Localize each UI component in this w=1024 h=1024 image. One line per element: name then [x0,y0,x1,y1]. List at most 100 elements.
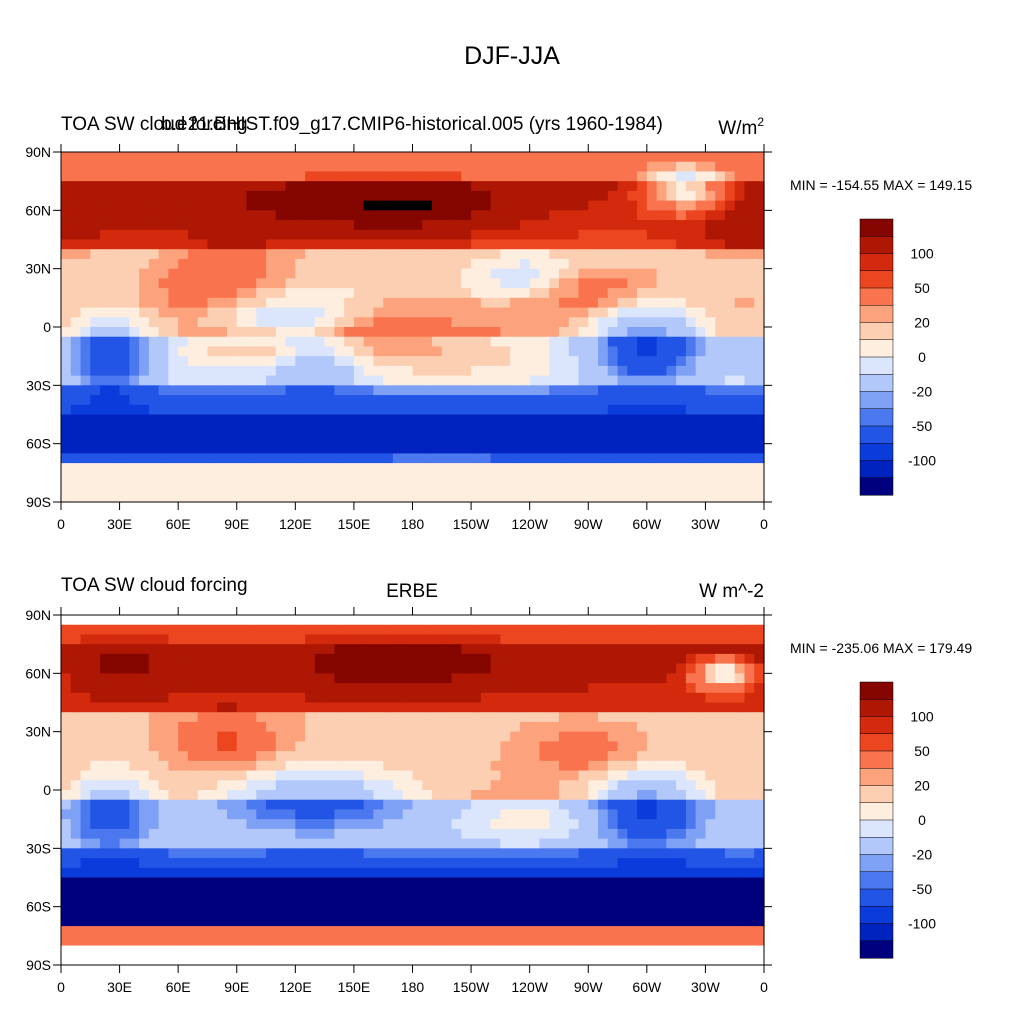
map-cell [305,307,316,318]
map-cell [139,906,150,917]
map-cell [676,663,687,674]
map-cell [754,385,765,396]
map-cell [656,327,667,338]
map-cell [353,877,365,888]
map-cell [510,443,521,454]
map-cell [637,472,648,484]
map-cell [734,721,746,733]
map-cell [256,210,267,221]
map-cell [207,838,218,849]
map-cell [734,152,746,163]
map-cell [305,375,316,386]
map-cell [451,443,462,454]
map-cell [461,615,472,626]
map-cell [402,673,414,684]
map-cell [510,760,521,772]
map-cell [519,171,531,182]
map-cell [568,663,580,674]
map-cell [500,472,511,484]
map-cell [226,463,238,474]
map-cell [519,663,531,674]
map-cell [480,887,492,898]
map-cell [412,472,423,484]
map-cell [207,258,218,270]
map-cell [207,848,218,859]
map-cell [353,492,365,503]
map-cell [256,288,267,299]
map-cell [246,385,257,396]
map-cell [109,828,121,840]
map-cell [451,751,462,762]
map-cell [558,365,570,377]
map-cell [656,896,667,908]
map-cell [490,828,501,840]
map-cell [236,615,248,626]
map-cell [334,453,345,464]
map-cell [353,760,365,772]
map-cell [236,731,248,742]
map-cell [256,443,267,454]
map-cell [353,365,365,377]
map-cell [129,181,140,192]
map-cell [607,278,619,289]
map-cell [402,327,414,338]
map-cell [148,453,160,464]
map-cell [588,683,599,694]
map-cell [549,307,560,318]
map-cell [588,375,599,386]
map-cell [392,615,404,626]
map-cell [568,848,580,859]
map-cell [734,463,746,474]
map-cell [637,317,648,328]
map-cell [139,346,150,357]
map-cell [539,395,550,406]
map-cell [715,809,726,820]
map-cell [344,653,355,665]
map-cell [422,751,433,762]
map-cell [480,780,492,791]
map-cell [529,288,541,299]
map-cell [432,220,443,231]
map-cell [314,317,326,328]
map-cell [607,229,619,241]
map-cell [139,317,150,328]
map-cell [637,819,648,830]
map-cell [510,644,521,655]
map-cell [217,171,228,182]
map-cell [305,644,316,655]
map-cell [519,346,531,357]
map-cell [383,887,394,898]
map-cell [724,887,736,898]
map-cell [637,190,648,202]
map-cell [734,877,746,888]
map-cell [685,161,697,173]
map-cell [236,828,248,840]
map-cell [139,181,150,192]
map-cell [139,385,150,396]
map-cell [207,327,218,338]
map-cell [285,385,296,396]
map-cell [295,492,306,503]
map-cell [256,731,267,742]
map-cell [588,858,599,869]
map-cell [168,258,179,270]
map-cell [578,453,589,464]
map-cell [637,210,648,221]
map-cell [646,751,658,762]
map-cell [734,210,746,221]
map-cell [715,463,726,474]
map-cell [568,780,580,791]
map-cell [656,288,667,299]
map-cell [715,317,726,328]
map-cell [305,463,316,474]
map-cell [295,433,306,445]
map-cell [432,731,443,742]
map-cell [529,336,541,348]
map-cell [529,249,541,260]
map-cell [607,220,619,231]
map-cell [588,702,599,713]
map-cell [344,673,355,684]
map-cell [119,887,130,898]
map-cell [480,190,492,202]
map-cell [519,867,531,879]
